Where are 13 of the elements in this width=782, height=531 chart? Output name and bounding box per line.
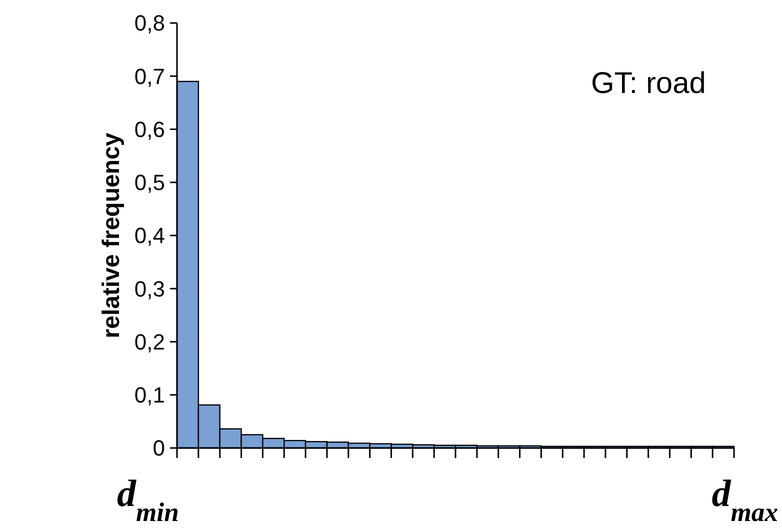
y-tick-label: 0 bbox=[152, 436, 165, 461]
text: d$_{max}$ bbox=[712, 473, 778, 527]
y-tick-label: 0,6 bbox=[134, 116, 165, 142]
y-tick-label: 0,3 bbox=[134, 276, 165, 302]
y-tick-label: 0,7 bbox=[134, 64, 165, 89]
y-tick-label: 0,1 bbox=[134, 382, 165, 408]
y-axis-title: relative frequency bbox=[98, 132, 125, 338]
annotation: GT: road bbox=[590, 67, 706, 100]
y-tick-label: 0,2 bbox=[134, 329, 165, 354]
text: d$_{min}$ bbox=[117, 473, 179, 527]
y-tick-label: 0,5 bbox=[134, 170, 165, 196]
y-tick-label: 0,8 bbox=[134, 10, 165, 36]
y-tick-label: 0,4 bbox=[134, 223, 165, 248]
